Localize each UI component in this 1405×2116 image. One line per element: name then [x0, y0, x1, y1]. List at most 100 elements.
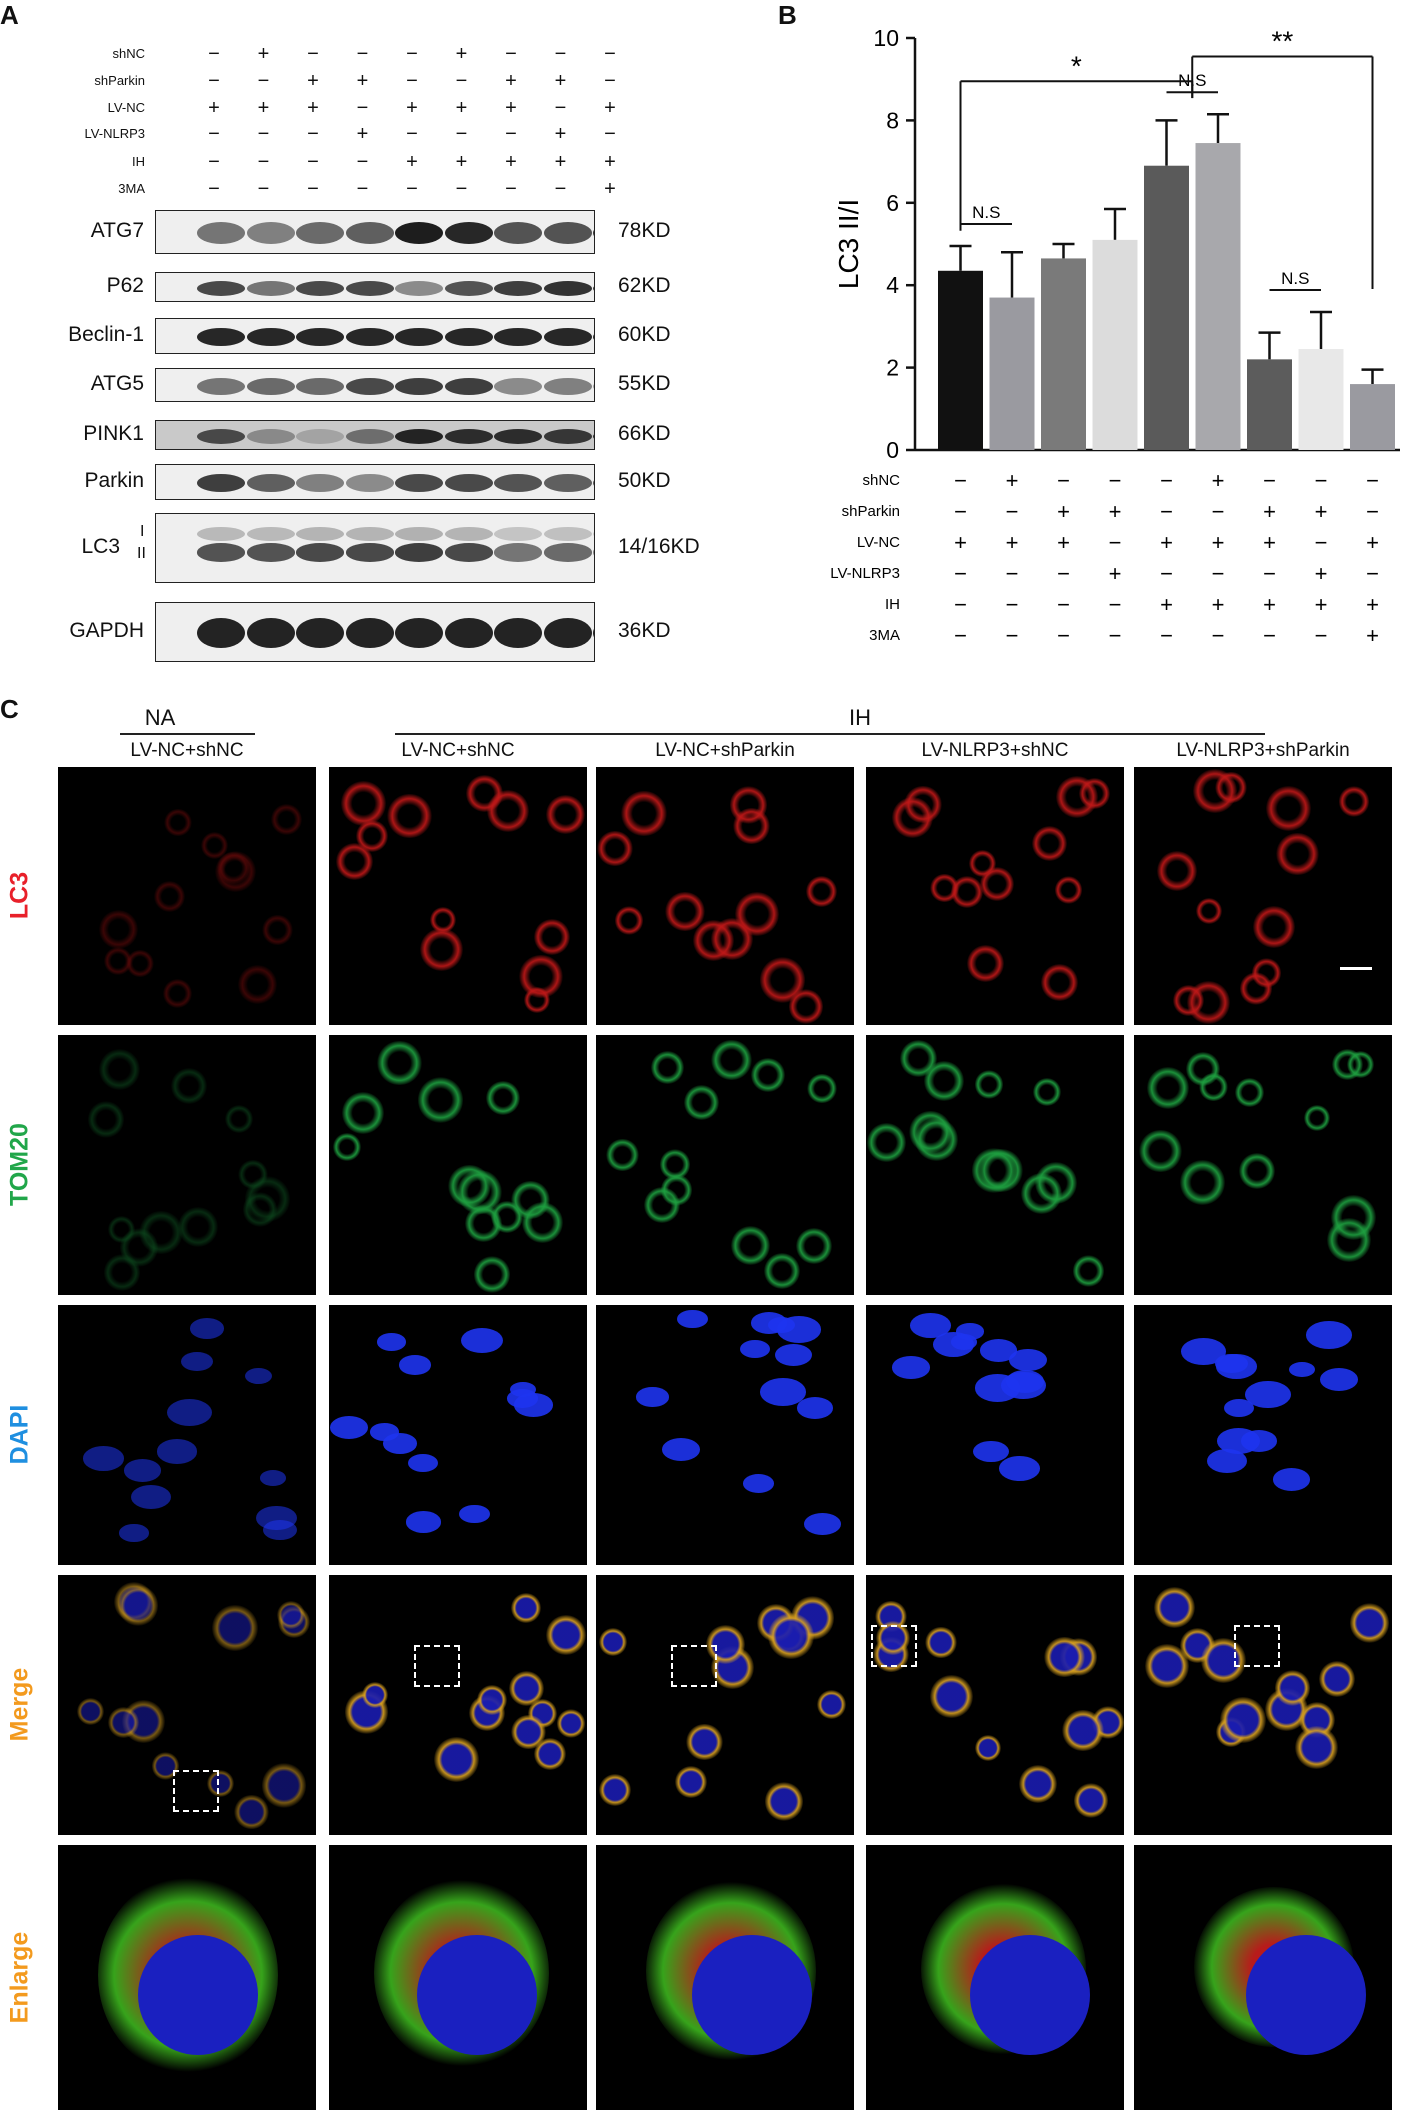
panel-a-treatment-label: LV-NLRP3	[84, 126, 145, 141]
group-line-ih	[395, 733, 1265, 735]
blot-band	[197, 428, 245, 444]
cell	[768, 1613, 814, 1659]
blot-band	[395, 280, 443, 296]
blot-band	[593, 474, 594, 492]
cell	[163, 979, 192, 1009]
panel-b-treatment-sign: −	[954, 499, 967, 524]
blot-band	[395, 428, 443, 444]
blot-band	[593, 222, 594, 244]
cell	[598, 1773, 631, 1806]
cell	[804, 1512, 841, 1535]
cell	[788, 989, 824, 1024]
panel-a-treatment-sign: −	[505, 178, 517, 200]
bar	[1195, 143, 1241, 450]
cell	[430, 906, 457, 934]
cell	[107, 1706, 140, 1739]
panel-a-treatment-sign: −	[307, 43, 319, 65]
cell	[739, 1339, 770, 1358]
blot-band	[444, 222, 493, 244]
lc3-band-label: II	[137, 545, 146, 562]
panel-a-treatment-sign: −	[604, 43, 616, 65]
row-label: Merge	[5, 1667, 34, 1742]
cell	[606, 1138, 639, 1172]
panel-a-treatment-sign: +	[406, 97, 418, 119]
micrograph-tom20	[866, 1035, 1124, 1295]
blot-band	[543, 474, 592, 492]
cell	[891, 796, 933, 838]
cell	[341, 1092, 384, 1134]
blot-band	[296, 526, 344, 541]
panel-a-treatment-sign: −	[208, 123, 220, 145]
micrograph-enlarge	[1134, 1845, 1392, 2110]
cell	[460, 1327, 503, 1354]
blot-band	[593, 280, 594, 296]
blot-band	[593, 328, 594, 346]
lc3-band-label: I	[140, 523, 145, 540]
cell	[98, 909, 139, 950]
cell	[683, 1085, 719, 1121]
panel-b-treatment-label: shNC	[862, 472, 900, 489]
panel-a-treatment-sign: −	[257, 178, 270, 200]
micrograph-enlarge	[329, 1845, 587, 2110]
panel-a-treatment-sign: +	[554, 151, 567, 173]
blot-band	[296, 618, 344, 648]
bar	[1247, 359, 1292, 450]
cell	[1018, 1764, 1058, 1804]
blot-band	[494, 543, 542, 562]
blot-band	[197, 474, 245, 492]
cell	[597, 830, 633, 866]
blot-label: ATG5	[90, 372, 144, 395]
panel-a-treatment-sign: −	[307, 151, 319, 173]
panel-b-treatment-sign: −	[1057, 561, 1070, 586]
panel-a-treatment-sign: −	[406, 43, 418, 65]
cell	[1239, 972, 1273, 1005]
cell	[206, 1769, 234, 1798]
cell	[156, 1439, 198, 1464]
blot-band	[494, 222, 542, 244]
blot-band	[246, 280, 295, 296]
panel-a-treatment-sign: +	[356, 123, 369, 145]
enlarged-nucleus	[138, 1935, 258, 2055]
blot-band	[296, 328, 344, 346]
panel-a-treatment-sign: −	[307, 123, 319, 145]
zoom-region-box	[871, 1625, 917, 1667]
row-label: Enlarge	[5, 1931, 34, 2023]
micrograph-tom20	[596, 1035, 854, 1295]
cell	[533, 1737, 566, 1770]
micrograph-lc3	[596, 767, 854, 1025]
column-label: LV-NLRP3+shParkin	[1176, 740, 1350, 761]
cell	[233, 1794, 269, 1830]
panel-a-treatment-sign: −	[356, 43, 369, 65]
cell	[775, 1343, 813, 1366]
cell	[1265, 785, 1311, 832]
bar	[1298, 349, 1344, 450]
blot-band	[197, 526, 245, 541]
cell	[1055, 775, 1099, 819]
panel-b-treatment-sign: +	[1006, 530, 1019, 555]
panel-b-treatment-sign: −	[954, 592, 967, 617]
cell	[76, 1697, 105, 1725]
cell	[154, 880, 186, 912]
blot-band	[246, 428, 295, 444]
cell	[951, 1333, 978, 1350]
cell	[796, 1397, 834, 1420]
blot-band	[543, 618, 592, 648]
blot-band	[444, 474, 493, 492]
blot-size-label: 60KD	[618, 323, 671, 346]
cell	[486, 789, 530, 833]
zoom-region-box	[1234, 1625, 1280, 1667]
cell	[1021, 1173, 1063, 1215]
panel-a-treatment-sign: −	[455, 123, 468, 145]
blot-band	[395, 474, 443, 492]
blot-band	[543, 222, 592, 244]
cell	[807, 1073, 838, 1104]
cell	[1303, 1104, 1330, 1132]
blot-band	[494, 280, 542, 296]
cell	[735, 891, 780, 936]
enlarged-nucleus	[1246, 1935, 1366, 2055]
blot-band	[345, 526, 394, 541]
panel-a-treatment-label: 3MA	[118, 181, 145, 196]
cell	[417, 1077, 464, 1123]
cell	[244, 1176, 291, 1222]
cell	[1215, 1354, 1258, 1380]
